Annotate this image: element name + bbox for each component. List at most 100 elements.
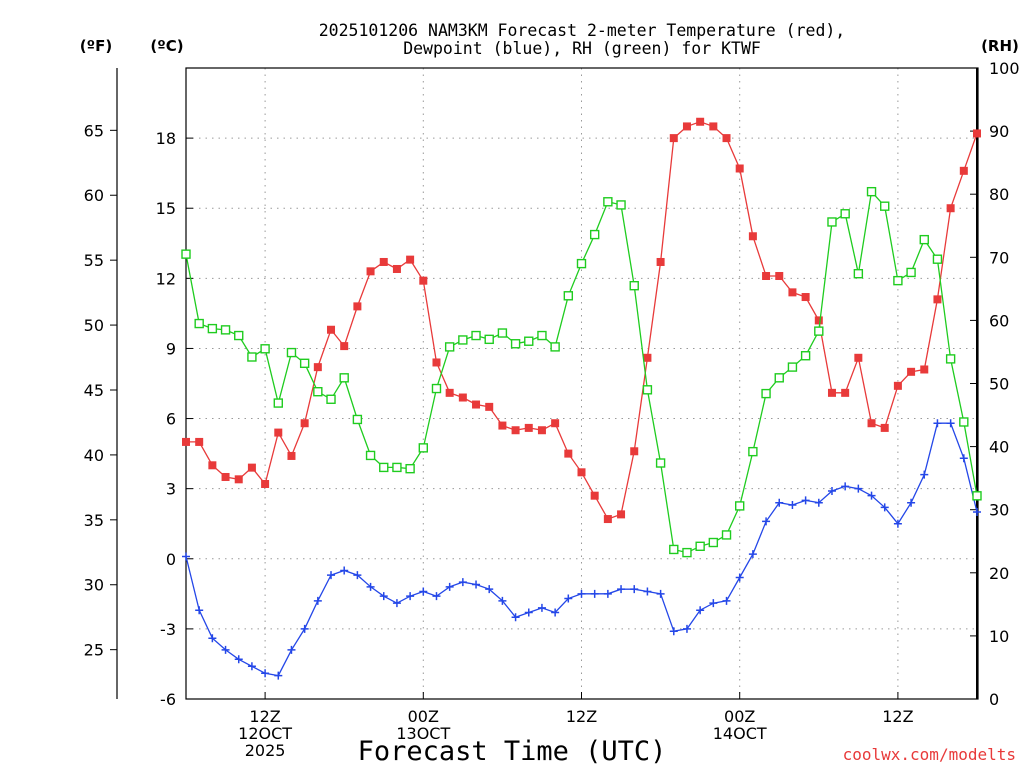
temperature-point xyxy=(722,134,731,143)
rh-tick-label: 0 xyxy=(989,690,999,709)
rh-point xyxy=(629,280,639,291)
dewpoint-point xyxy=(841,482,850,491)
temperature-point xyxy=(524,423,533,432)
dewpoint-point xyxy=(959,454,968,463)
temperature-point xyxy=(208,461,217,470)
dewpoint-point xyxy=(656,589,665,598)
dewpoint-point xyxy=(182,552,190,561)
dewpoint-point xyxy=(827,487,836,496)
rh-point xyxy=(524,336,534,346)
dewpoint-point xyxy=(735,573,744,582)
temperature-point xyxy=(603,515,612,524)
temperature-point xyxy=(827,388,836,397)
celsius-tick-label: -6 xyxy=(160,690,176,709)
dewpoint-point xyxy=(709,599,718,608)
rh-point xyxy=(273,398,283,408)
celsius-unit-label: (ºC) xyxy=(150,37,183,55)
rh-point xyxy=(563,291,574,301)
rh-point xyxy=(735,501,745,511)
series-layer xyxy=(181,117,982,680)
dewpoint-point xyxy=(247,662,256,671)
rh-point xyxy=(655,458,666,468)
temperature-point xyxy=(472,400,481,409)
plot-frame xyxy=(185,67,979,700)
rh-point xyxy=(774,373,784,383)
rh-point xyxy=(695,541,705,551)
rh-point xyxy=(669,544,679,555)
rh-point xyxy=(550,342,560,352)
rh-point xyxy=(642,385,653,395)
celsius-tick-label: -3 xyxy=(160,620,176,639)
temperature-point xyxy=(920,365,929,374)
temperature-point xyxy=(893,381,902,390)
x-axis-title: Forecast Time (UTC) xyxy=(358,736,667,767)
temperature-point xyxy=(590,491,599,500)
temperature-point xyxy=(696,117,705,126)
temperature-point xyxy=(313,363,322,372)
dewpoint-point xyxy=(340,566,349,575)
dewpoint-point xyxy=(775,498,784,507)
celsius-tick-label: 0 xyxy=(166,550,176,569)
temperature-point xyxy=(854,353,863,362)
rh-point xyxy=(379,462,389,473)
temperature-point xyxy=(788,288,797,297)
rh-point xyxy=(959,417,969,427)
fahrenheit-tick-label: 55 xyxy=(84,251,104,270)
rh-point xyxy=(392,462,402,473)
temperature-point xyxy=(340,342,349,351)
rh-point xyxy=(919,234,929,245)
rh-point xyxy=(286,347,297,358)
rh-point xyxy=(260,344,270,354)
rh-point xyxy=(352,414,363,425)
celsius-tick-label: 6 xyxy=(166,410,176,429)
rh-tick-label: 30 xyxy=(989,501,1009,520)
rh-point xyxy=(418,443,428,453)
temperature-point xyxy=(458,393,467,402)
celsius-tick-label: 15 xyxy=(156,199,176,218)
dewpoint-point xyxy=(458,578,467,587)
dewpoint-point xyxy=(221,645,230,654)
temperature-point xyxy=(195,437,204,446)
rh-point xyxy=(220,325,231,335)
dewpoint-point xyxy=(551,608,560,617)
rh-point xyxy=(945,354,956,364)
rh-point xyxy=(576,258,587,269)
temperature-point xyxy=(682,122,691,131)
rh-point xyxy=(365,450,376,461)
dewpoint-point xyxy=(195,606,204,615)
temperature-point xyxy=(669,134,678,143)
dewpoint-point xyxy=(788,501,797,510)
fahrenheit-tick-label: 60 xyxy=(84,186,104,205)
rh-point xyxy=(603,197,613,207)
temperature-point xyxy=(287,451,296,460)
temperature-point xyxy=(656,257,665,266)
dewpoint-point xyxy=(445,582,454,591)
temperature-point xyxy=(946,204,955,213)
rh-point xyxy=(866,186,877,197)
rh-point xyxy=(299,358,310,369)
rh-point xyxy=(471,330,481,341)
fahrenheit-tick-label: 50 xyxy=(84,316,104,335)
rh-tick-label: 100 xyxy=(989,59,1020,78)
rh-point xyxy=(458,335,468,345)
rh-tick-label: 20 xyxy=(989,564,1009,583)
dewpoint-point xyxy=(590,589,599,598)
temperature-point xyxy=(630,447,639,456)
rh-unit-label: (RH) xyxy=(981,37,1019,55)
temperature-point xyxy=(392,264,401,273)
fahrenheit-tick-label: 25 xyxy=(84,641,104,660)
celsius-tick-label: 12 xyxy=(156,269,176,288)
dewpoint-point xyxy=(353,571,362,580)
dewpoint-series xyxy=(182,419,981,680)
rh-point xyxy=(589,229,600,240)
temperature-point xyxy=(511,426,520,435)
temperature-point xyxy=(419,276,428,285)
rh-point xyxy=(761,388,771,399)
dewpoint-point xyxy=(234,655,243,664)
rh-tick-label: 50 xyxy=(989,375,1009,394)
time-tick-label: 2025 xyxy=(245,741,286,760)
celsius-tick-label: 3 xyxy=(166,480,176,499)
rh-point xyxy=(708,537,719,548)
credit-text: coolwx.com/modelts xyxy=(843,745,1016,764)
